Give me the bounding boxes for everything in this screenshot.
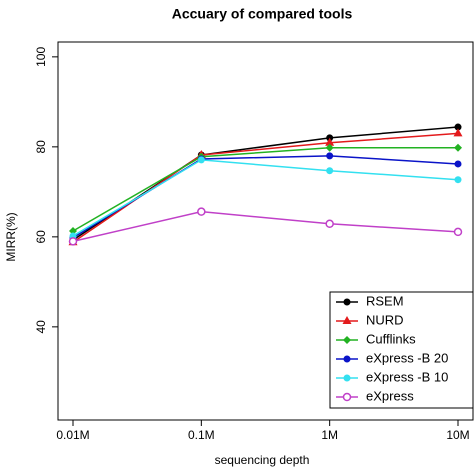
x-tick-label: 0.01M xyxy=(56,428,89,442)
marker xyxy=(325,143,334,152)
marker xyxy=(197,207,206,216)
series-line xyxy=(72,210,459,243)
marker xyxy=(342,392,352,402)
legend-label: eXpress xyxy=(366,388,414,403)
marker xyxy=(454,123,462,131)
marker xyxy=(343,374,351,382)
legend-label: Cufflinks xyxy=(366,331,416,346)
marker xyxy=(343,298,351,306)
series-line xyxy=(72,159,459,237)
marker xyxy=(453,227,463,237)
marker xyxy=(343,355,351,363)
series-line xyxy=(72,132,459,243)
marker xyxy=(325,219,334,229)
marker xyxy=(454,160,462,168)
marker xyxy=(68,237,78,246)
x-tick-label: 10M xyxy=(446,428,469,442)
y-tick-label: 60 xyxy=(34,230,48,244)
legend-box xyxy=(329,291,474,409)
marker xyxy=(325,137,335,146)
marker xyxy=(326,152,334,160)
x-axis-label: sequencing depth xyxy=(215,453,310,467)
legend-label: eXpress -B 10 xyxy=(366,369,448,384)
marker xyxy=(326,167,334,175)
y-tick-label: 40 xyxy=(34,320,48,334)
marker xyxy=(69,227,77,235)
legend-label: eXpress -B 20 xyxy=(366,350,448,365)
plot-frame xyxy=(57,41,474,421)
series-line xyxy=(72,147,458,232)
chart-title: Accuary of compared tools xyxy=(172,6,353,22)
marker xyxy=(454,143,462,152)
legend-label: RSEM xyxy=(366,293,404,308)
y-tick-label: 80 xyxy=(34,140,48,154)
legend-label: NURD xyxy=(366,312,404,327)
x-tick-label: 0.1M xyxy=(188,428,215,442)
y-axis-label: MIRR(%) xyxy=(4,212,18,261)
marker xyxy=(197,156,205,164)
series-line xyxy=(72,126,459,241)
marker xyxy=(454,176,462,184)
marker xyxy=(343,336,351,344)
x-tick-label: 1M xyxy=(321,428,338,442)
y-tick-label: 100 xyxy=(34,47,48,67)
marker xyxy=(342,316,352,324)
marker xyxy=(453,128,463,137)
